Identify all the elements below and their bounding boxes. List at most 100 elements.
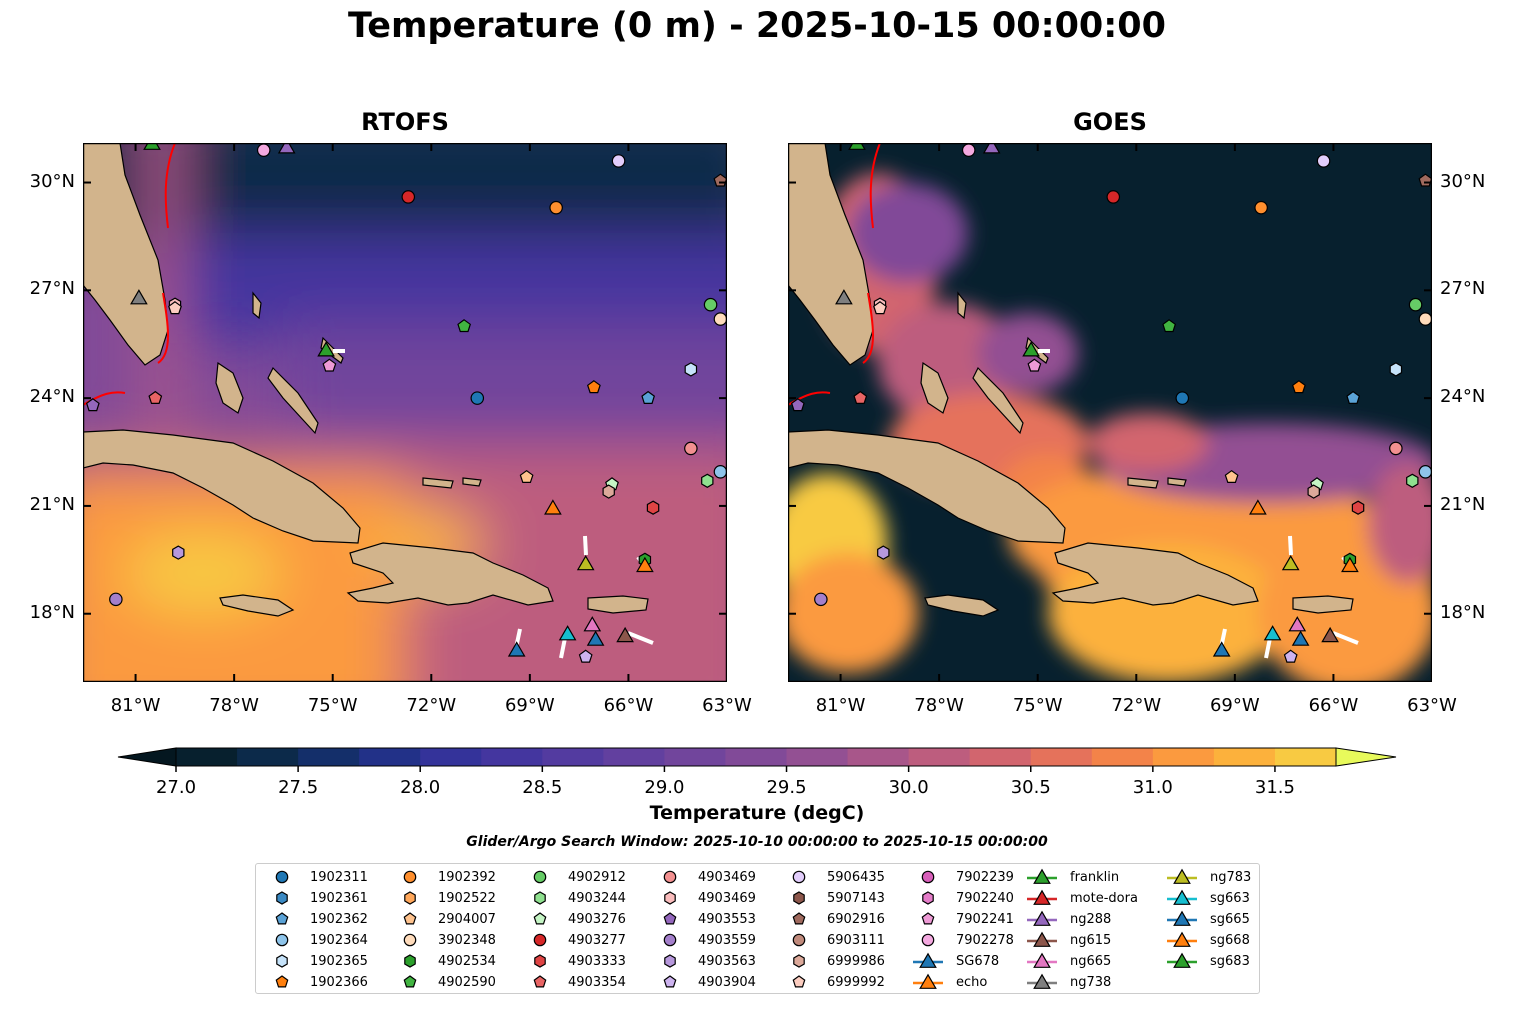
- legend-label: 5907143: [827, 890, 885, 906]
- 4903553-marker: [790, 398, 805, 412]
- circle-icon: [921, 933, 935, 947]
- franklin-marker: [1022, 341, 1040, 357]
- legend-item: ng738: [1026, 972, 1111, 992]
- legend-item: 1902364: [266, 930, 368, 950]
- legend-label: ng738: [1070, 974, 1112, 990]
- colorbar-tick-label: 31.0: [1133, 777, 1173, 798]
- panel-title-goes: GOES: [1073, 108, 1147, 136]
- colorbar-band: [725, 748, 788, 766]
- 7902241-marker: [322, 358, 337, 372]
- legend-item: 1902366: [266, 972, 368, 992]
- map-goes: [788, 143, 1432, 682]
- colorbar-band: [1152, 748, 1215, 766]
- legend-label: 4903904: [698, 974, 756, 990]
- legend-item: 7902241: [912, 909, 1014, 929]
- map-rtofs: [83, 143, 727, 682]
- hexagon-icon: [664, 891, 676, 905]
- triangle-icon: [1167, 889, 1197, 905]
- triangle-icon: [1167, 931, 1197, 947]
- 4903244-marker: [534, 891, 546, 905]
- 6999992-marker: [168, 301, 182, 315]
- colorbar-band: [298, 748, 360, 766]
- legend-label: ng288: [1070, 911, 1112, 927]
- triangle-icon: [1027, 952, 1057, 968]
- legend-item: 4902912: [524, 867, 626, 887]
- circle-icon: [921, 870, 935, 884]
- 1902522-marker: [404, 891, 416, 905]
- 1902366-marker: [1291, 380, 1306, 394]
- colorbar-band: [1213, 748, 1276, 766]
- pentagon-icon: [663, 975, 677, 988]
- hexagon-icon: [534, 954, 546, 968]
- legend-item: 1902362: [266, 909, 368, 929]
- legend-item: echo: [912, 972, 987, 992]
- 4903904-marker: [1283, 649, 1298, 663]
- 4903469-marker: [663, 870, 677, 884]
- colorbar-band: [1274, 748, 1337, 766]
- triangle-icon: [1167, 952, 1197, 968]
- echo-marker: [544, 499, 562, 515]
- legend-label: 7902241: [956, 911, 1014, 927]
- 1902362-marker: [641, 390, 656, 404]
- pentagon-icon: [403, 975, 417, 988]
- 1902365-marker: [276, 954, 288, 968]
- legend-item: 4903904: [654, 972, 756, 992]
- legend-item: sg683: [1166, 951, 1250, 971]
- y-tick-label: 18°N: [1440, 601, 1486, 623]
- triangle-icon: [1027, 910, 1057, 926]
- legend-label: ng783: [1210, 869, 1252, 885]
- 1902365-marker: [1389, 362, 1403, 377]
- 7902278-marker: [256, 143, 271, 157]
- legend-item: sg665: [1166, 909, 1250, 929]
- legend-label: 7902239: [956, 869, 1014, 885]
- map-frame: [788, 143, 1432, 682]
- 4903563-marker: [877, 545, 890, 560]
- 1902392-marker: [403, 870, 417, 884]
- 4903333-marker: [646, 500, 660, 515]
- colorbar-tick-label: 30.0: [889, 777, 929, 798]
- 1902364-marker: [713, 465, 727, 479]
- franklin-marker: [1033, 868, 1051, 884]
- x-tick-label: 78°W: [914, 695, 964, 716]
- franklin-marker: [317, 341, 335, 357]
- 5906435-marker: [792, 870, 806, 884]
- y-tick-label: 18°N: [29, 601, 75, 623]
- 6902916-marker: [792, 912, 806, 925]
- 4903563-marker: [172, 545, 185, 560]
- legend-label: 4903276: [568, 911, 626, 927]
- legend-label: 4903469: [698, 890, 756, 906]
- ng738-marker: [130, 289, 148, 305]
- legend-label: 1902364: [310, 932, 368, 948]
- colorbar-under-arrow: [117, 747, 177, 767]
- sg663-marker: [1263, 625, 1282, 641]
- x-tick-label: 72°W: [406, 695, 457, 716]
- legend-label: 4903559: [698, 932, 756, 948]
- echo-marker: [1249, 499, 1267, 515]
- ng665-marker: [1033, 952, 1051, 968]
- 4903333-marker: [1351, 500, 1365, 515]
- colorbar-tick-label: 28.5: [522, 777, 562, 798]
- sg663-marker: [1173, 889, 1191, 905]
- 4903904-marker: [663, 975, 677, 988]
- legend-label: 4902534: [438, 953, 496, 969]
- hexagon-icon: [404, 891, 416, 905]
- legend-item: 6903111: [783, 930, 885, 950]
- y-tick-label: 21°N: [29, 493, 75, 515]
- 4903354-marker: [853, 390, 868, 404]
- legend-label: 4903553: [698, 911, 756, 927]
- legend-item: 4903277: [524, 930, 626, 950]
- 7902241-marker: [921, 912, 935, 925]
- circle-icon: [403, 870, 417, 884]
- 3902348-marker: [403, 933, 417, 947]
- pentagon-icon: [275, 912, 289, 925]
- legend-label: mote-dora: [1070, 890, 1138, 906]
- x-tick-label: 81°W: [815, 695, 866, 716]
- y-tick-label: 27°N: [29, 278, 75, 300]
- legend-item: ng665: [1026, 951, 1111, 971]
- legend-item: ng615: [1026, 930, 1111, 950]
- y-tick-label: 21°N: [1440, 493, 1486, 515]
- ng288-marker: [277, 143, 296, 154]
- colorbar-tick-label: 27.0: [156, 777, 196, 798]
- legend-item: 7902239: [912, 867, 1014, 887]
- 4902590-marker: [457, 319, 472, 333]
